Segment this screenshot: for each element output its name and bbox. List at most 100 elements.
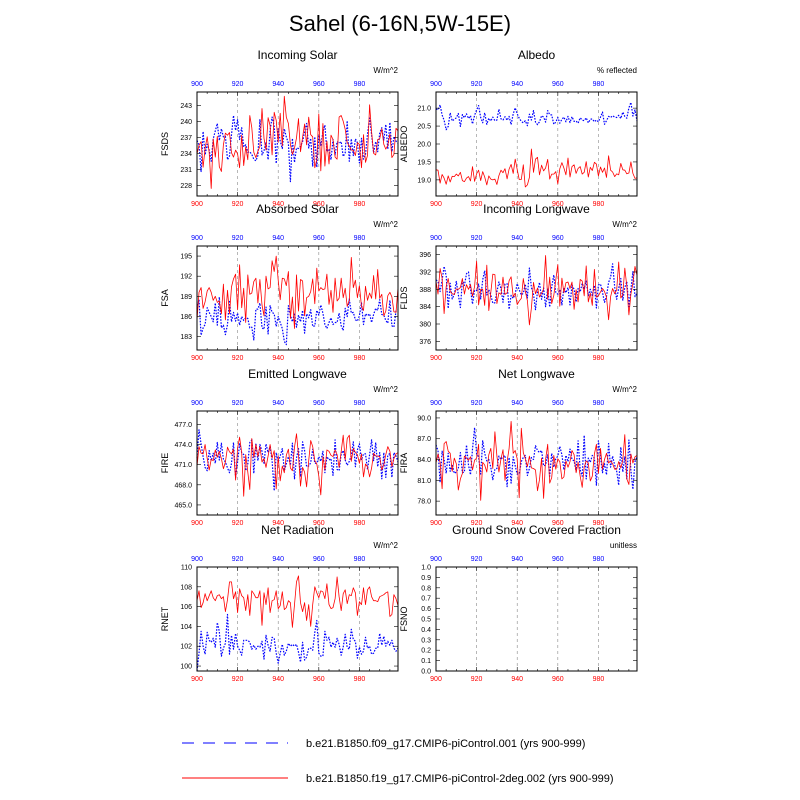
x-tick-label-top: 980 xyxy=(593,400,605,407)
x-tick-label-top: 960 xyxy=(313,81,325,88)
chart-title: Emitted Longwave xyxy=(248,367,347,381)
chart-unit: W/m^2 xyxy=(373,385,398,394)
chart-title: Ground Snow Covered Fraction xyxy=(452,523,621,537)
x-tick-label-top: 960 xyxy=(552,81,564,88)
x-tick-label-top: 940 xyxy=(272,235,284,242)
chart-title: Incoming Longwave xyxy=(483,202,590,216)
y-tick-label: 0.0 xyxy=(421,669,431,676)
x-tick-label-bottom: 980 xyxy=(354,201,366,208)
y-tick-label: 0.5 xyxy=(421,617,431,624)
y-tick-label: 384 xyxy=(419,304,431,311)
x-tick-label-bottom: 940 xyxy=(511,520,523,527)
chart-unit: W/m^2 xyxy=(612,220,637,229)
chart-panel-6: Net Longwave W/m^2 FIRA 900 900 920 920 940 940 9… xyxy=(399,367,638,527)
series-a-line xyxy=(196,429,399,492)
x-tick-label-top: 920 xyxy=(232,235,244,242)
chart-panel-1: Incoming Solar W/m^2 FSDS 900 900 920 920 940 94… xyxy=(160,48,399,208)
series-a-line xyxy=(196,114,399,183)
y-axis-label: FSDS xyxy=(160,132,170,156)
series-b-line xyxy=(435,148,638,188)
x-tick-label-bottom: 960 xyxy=(552,520,564,527)
chart-panel-3: Absorbed Solar W/m^2 FSA 900 900 920 920 940 940… xyxy=(160,202,399,362)
x-tick-label-bottom: 960 xyxy=(552,676,564,683)
chart-title: Albedo xyxy=(518,48,556,62)
plot-frame xyxy=(435,91,638,197)
x-tick-label-top: 940 xyxy=(272,81,284,88)
plot-frame xyxy=(196,91,399,197)
x-tick-label-bottom: 980 xyxy=(593,676,605,683)
x-tick-label-bottom: 900 xyxy=(191,520,203,527)
y-tick-label: 0.2 xyxy=(421,648,431,655)
y-tick-label: 90.0 xyxy=(417,415,431,422)
y-tick-label: 228 xyxy=(180,183,192,190)
chart-unit: W/m^2 xyxy=(373,220,398,229)
x-tick-label-bottom: 940 xyxy=(272,355,284,362)
series-a-line xyxy=(196,613,399,672)
x-tick-label-bottom: 940 xyxy=(511,676,523,683)
x-tick-label-bottom: 940 xyxy=(272,201,284,208)
chart-panel-7: Net Radiation W/m^2 RNET 900 900 920 920 940 940… xyxy=(160,523,399,683)
chart-unit: % reflected xyxy=(597,66,637,75)
y-tick-label: 0.4 xyxy=(421,627,431,634)
x-tick-label-top: 920 xyxy=(471,81,483,88)
y-tick-label: 102 xyxy=(180,644,192,651)
y-tick-label: 195 xyxy=(180,254,192,261)
x-tick-label-bottom: 920 xyxy=(232,355,244,362)
y-tick-label: 1.0 xyxy=(421,565,431,572)
plot-frame xyxy=(435,566,638,672)
plot-frame xyxy=(196,245,399,351)
y-axis-label: FSA xyxy=(160,289,170,307)
y-tick-label: 20.0 xyxy=(417,142,431,149)
y-axis-label: RNET xyxy=(160,606,170,631)
y-tick-label: 465.0 xyxy=(174,502,192,509)
legend-label-series-b: b.e21.B1850.f19_g17.CMIP6-piControl-2deg… xyxy=(306,773,614,785)
y-tick-label: 0.1 xyxy=(421,658,431,665)
series-b-line xyxy=(196,433,399,497)
x-tick-label-top: 940 xyxy=(272,556,284,563)
y-tick-label: 474.0 xyxy=(174,442,192,449)
x-tick-label-bottom: 980 xyxy=(354,676,366,683)
x-tick-label-top: 960 xyxy=(313,556,325,563)
x-tick-label-bottom: 920 xyxy=(232,676,244,683)
x-tick-label-bottom: 960 xyxy=(313,355,325,362)
x-tick-label-top: 900 xyxy=(430,556,442,563)
y-tick-label: 237 xyxy=(180,135,192,142)
x-tick-label-bottom: 900 xyxy=(191,355,203,362)
y-tick-label: 20.5 xyxy=(417,124,431,131)
x-tick-label-bottom: 900 xyxy=(191,201,203,208)
series-b-line xyxy=(435,255,638,326)
x-tick-label-top: 900 xyxy=(191,400,203,407)
x-tick-label-top: 960 xyxy=(313,235,325,242)
x-tick-label-top: 980 xyxy=(354,556,366,563)
series-a-line xyxy=(435,101,638,131)
series-b-line xyxy=(196,95,399,189)
x-tick-label-top: 920 xyxy=(471,400,483,407)
x-tick-label-bottom: 960 xyxy=(552,355,564,362)
y-tick-label: 388 xyxy=(419,287,431,294)
x-tick-label-bottom: 940 xyxy=(511,355,523,362)
y-tick-label: 240 xyxy=(180,119,192,126)
y-tick-label: 87.0 xyxy=(417,436,431,443)
x-tick-label-top: 900 xyxy=(430,400,442,407)
y-tick-label: 81.0 xyxy=(417,478,431,485)
page-title: Sahel (6-16N,5W-15E) xyxy=(289,11,511,36)
x-tick-label-top: 920 xyxy=(471,556,483,563)
x-tick-label-top: 900 xyxy=(430,235,442,242)
x-tick-label-bottom: 960 xyxy=(552,201,564,208)
x-tick-label-bottom: 900 xyxy=(430,355,442,362)
panel-grid: Incoming Solar W/m^2 FSDS 900 900 920 920 940 94… xyxy=(160,48,638,683)
x-tick-label-top: 940 xyxy=(272,400,284,407)
legend-label-series-a: b.e21.B1850.f09_g17.CMIP6-piControl.001 … xyxy=(306,738,585,750)
y-tick-label: 477.0 xyxy=(174,422,192,429)
y-axis-label: FLDS xyxy=(399,286,409,309)
y-tick-label: 0.8 xyxy=(421,585,431,592)
chart-title: Net Longwave xyxy=(498,367,575,381)
x-tick-label-top: 940 xyxy=(511,235,523,242)
y-tick-label: 192 xyxy=(180,274,192,281)
x-tick-label-top: 940 xyxy=(511,81,523,88)
y-axis-label: FIRE xyxy=(160,453,170,474)
y-tick-label: 189 xyxy=(180,294,192,301)
y-tick-label: 0.7 xyxy=(421,596,431,603)
x-tick-label-top: 940 xyxy=(511,400,523,407)
